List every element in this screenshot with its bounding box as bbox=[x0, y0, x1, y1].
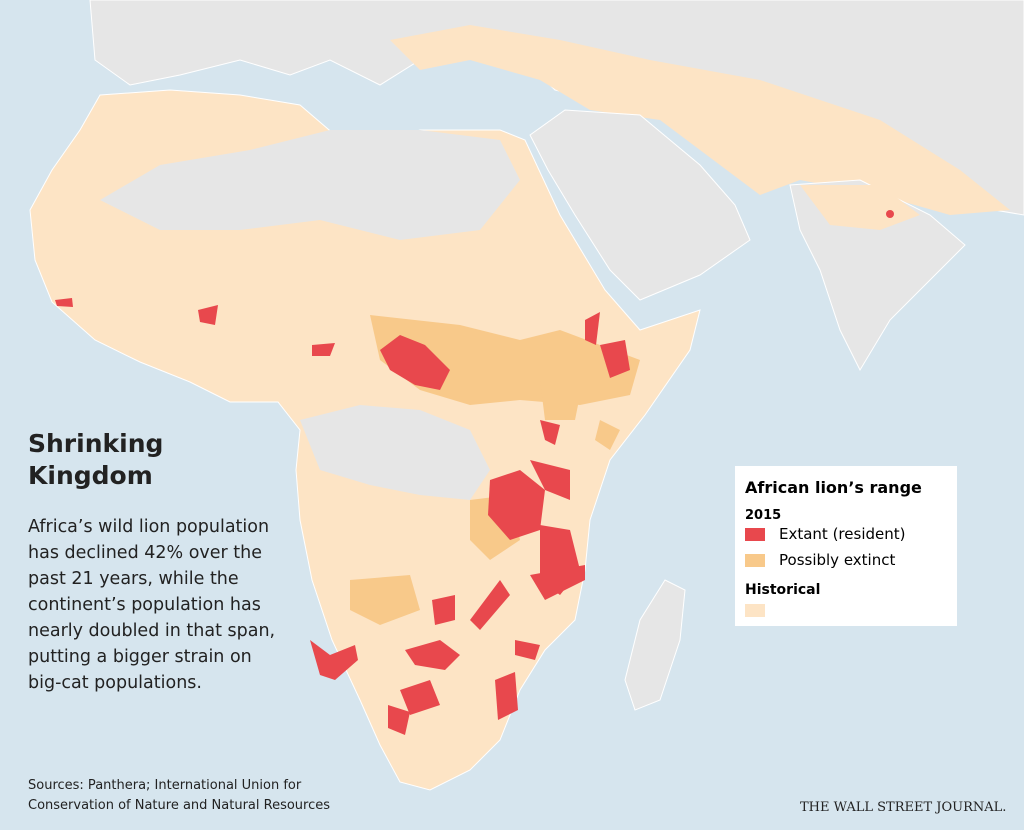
swatch-extant bbox=[745, 528, 765, 541]
madagascar bbox=[624, 579, 686, 711]
arabia-land bbox=[529, 109, 751, 301]
extant-areas bbox=[55, 298, 630, 735]
credit: THE WALL STREET JOURNAL. bbox=[800, 800, 1007, 815]
extant-india bbox=[886, 210, 894, 218]
legend: African lion’s range 2015 Extant (reside… bbox=[735, 466, 957, 626]
title: Shrinking Kingdom bbox=[28, 429, 164, 490]
legend-item: Extant (resident) bbox=[779, 525, 906, 543]
swatch-possibly-extinct bbox=[745, 554, 765, 567]
legend-item: Historical bbox=[745, 582, 821, 598]
historical-india bbox=[800, 185, 920, 230]
legend-item: Possibly extinct bbox=[779, 551, 896, 569]
swatch-historical bbox=[745, 604, 765, 617]
legend-title: African lion’s range bbox=[745, 478, 922, 497]
congo-basin bbox=[300, 405, 490, 500]
india-land bbox=[789, 179, 966, 372]
legend-year: 2015 bbox=[745, 508, 782, 523]
sahara bbox=[100, 130, 520, 240]
source: Sources: Panthera; International Union f… bbox=[28, 778, 331, 813]
historical-eurasia bbox=[390, 25, 1010, 215]
body-text: Africa’s wild lion population has declin… bbox=[28, 517, 276, 693]
